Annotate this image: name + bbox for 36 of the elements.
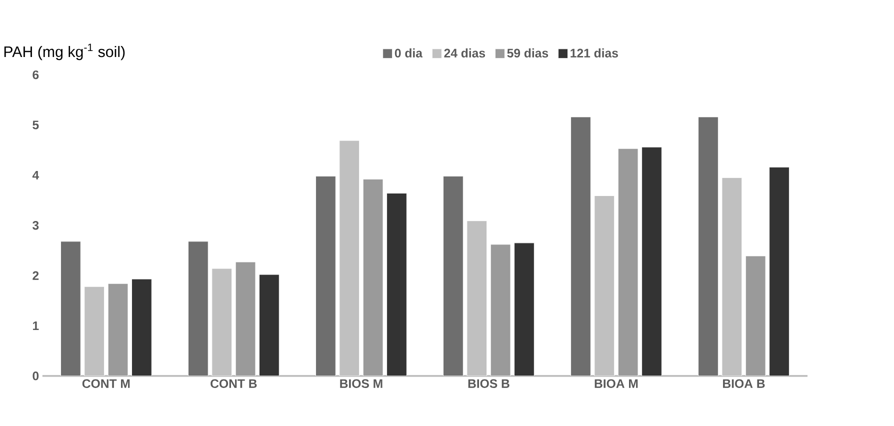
y-tick-label: 6: [32, 70, 39, 80]
bar: [316, 176, 336, 376]
x-tick-label: BIOS M: [340, 379, 382, 388]
legend-label: 0 dia: [394, 48, 423, 58]
bar: [618, 148, 638, 376]
legend-label: 59 dias: [507, 48, 548, 58]
bar: [443, 176, 464, 376]
bar: [108, 283, 128, 376]
y-tick-label: 2: [32, 271, 39, 280]
x-tick-label: BIOS B: [468, 379, 510, 388]
y-tick-label: 0: [32, 372, 39, 380]
bar: [745, 256, 766, 376]
bar: [60, 241, 81, 376]
y-tick-label: 4: [32, 170, 40, 180]
x-tick-label: CONT B: [210, 379, 257, 388]
bar: [188, 241, 208, 376]
bar: [514, 242, 534, 376]
bar: [642, 146, 662, 376]
bar: [490, 244, 511, 376]
legend-label: 24 dias: [444, 48, 486, 58]
bar: [769, 166, 790, 376]
x-tick-label: BIOA B: [723, 379, 765, 388]
legend-label: 121 dias: [570, 48, 618, 58]
bar: [570, 116, 591, 376]
y-tick-label: 3: [32, 220, 39, 230]
y-axis-title: PAH (mg kg$^{-1}$ soil): [4, 44, 125, 60]
bar: [259, 274, 280, 376]
bar: [235, 262, 256, 376]
y-tick-label: 5: [32, 120, 39, 130]
x-tick-label: CONT M: [82, 379, 130, 388]
bar: [698, 116, 718, 376]
x-tick-label: BIOA M: [594, 379, 638, 388]
bar: [362, 178, 384, 376]
bar: [132, 278, 152, 376]
y-tick-label: 1: [33, 321, 39, 330]
bar: [386, 192, 407, 376]
